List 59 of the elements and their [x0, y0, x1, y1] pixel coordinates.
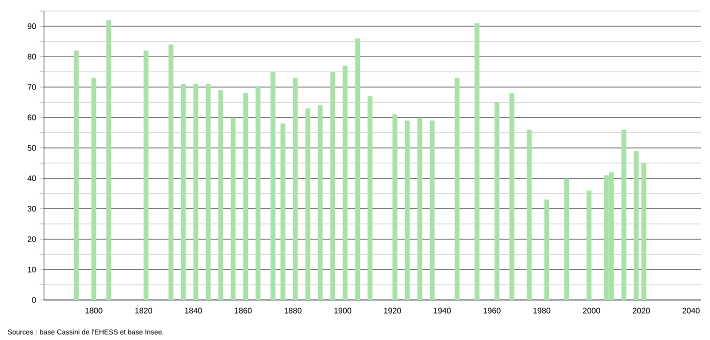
x-tick-label: 1880: [284, 308, 302, 314]
bar: [355, 38, 360, 300]
y-tick-label: 20: [28, 236, 36, 242]
x-tick-label: 1900: [334, 308, 352, 314]
bar: [206, 84, 211, 300]
x-tick-label: 1940: [434, 308, 451, 314]
bar: [193, 84, 198, 300]
y-tick-label: 10: [28, 266, 36, 272]
y-tick-label: 50: [28, 145, 36, 151]
y-tick-label: 90: [28, 23, 36, 30]
bar: [270, 72, 276, 300]
bar: [641, 163, 646, 300]
bar: [292, 78, 298, 300]
bar: [564, 178, 570, 300]
bar: [586, 190, 592, 300]
bar: [305, 108, 310, 300]
bar: [621, 130, 626, 300]
y-tick-label: 30: [28, 206, 36, 212]
bar: [318, 105, 323, 300]
bar: [342, 66, 348, 300]
bar: [404, 120, 410, 300]
x-tick-label: 1800: [86, 308, 102, 314]
x-tick-label: 1840: [185, 308, 202, 314]
bar: [330, 72, 336, 300]
bar: [417, 117, 422, 300]
bar: [368, 96, 372, 300]
bar: [256, 87, 260, 300]
x-tick-label: 2000: [583, 308, 600, 314]
bar: [392, 114, 398, 300]
bar: [430, 120, 435, 300]
y-tick-label: 60: [28, 114, 36, 120]
bar: [509, 93, 514, 300]
bar: [230, 117, 236, 300]
bar: [526, 130, 532, 300]
bar: [168, 44, 174, 300]
x-tick-label: 2040: [682, 308, 700, 314]
bar: [544, 200, 550, 300]
y-tick-label: 0: [32, 297, 36, 303]
bar: [106, 20, 112, 300]
y-tick-label: 80: [28, 54, 36, 60]
bar: [243, 93, 248, 300]
x-tick-label: 2020: [632, 308, 650, 314]
x-tick-label: 1980: [533, 308, 550, 314]
bar: [91, 78, 96, 300]
x-tick-label: 1960: [484, 308, 501, 314]
bar: [74, 50, 79, 300]
bar: [280, 124, 286, 300]
x-tick-label: 1860: [234, 308, 252, 314]
x-tick-label: 1820: [135, 308, 152, 314]
y-tick-label: 40: [28, 175, 36, 182]
bar: [494, 102, 500, 300]
bar: [180, 84, 186, 300]
bar: [474, 23, 480, 300]
bar: [218, 90, 224, 300]
bar: [144, 50, 148, 300]
x-tick-label: 1920: [384, 308, 401, 314]
bar: [634, 150, 639, 300]
y-tick-label: 70: [28, 84, 36, 90]
bar: [454, 78, 460, 300]
